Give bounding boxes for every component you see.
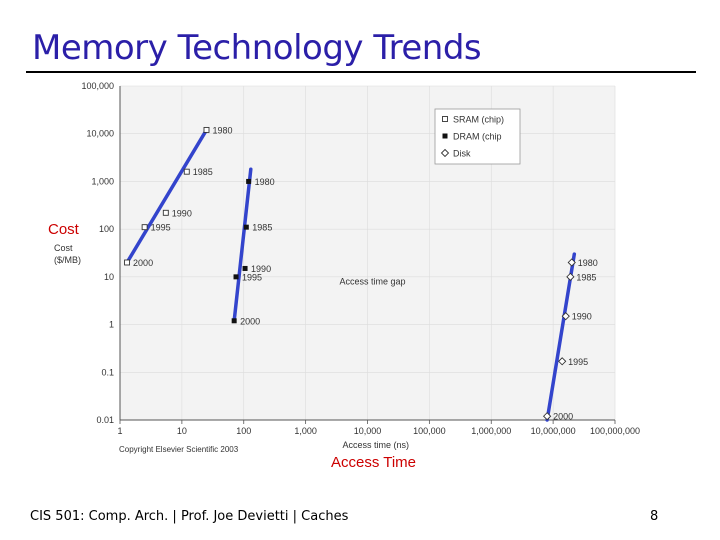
point-label: 1995 [151, 223, 171, 233]
x-tick-label: 1,000,000 [471, 426, 511, 436]
legend-items: SRAM (chip) DRAM (chip Disk [440, 115, 504, 159]
data-points: 1980198519901995200019801985199019952000… [124, 125, 598, 422]
sram-marker [442, 116, 448, 122]
dram-marker [442, 133, 448, 139]
trend-line [125, 128, 209, 265]
legend-entry: Disk [453, 149, 471, 159]
dram-marker [243, 224, 249, 230]
sram-marker [124, 259, 131, 266]
point-label: 1985 [576, 272, 596, 282]
disk-marker [440, 148, 450, 158]
x-tick-label: 10,000,000 [531, 426, 576, 436]
trend-lines [125, 128, 577, 422]
x-axis-title: Access time (ns) [343, 440, 410, 450]
point-label: 2000 [240, 316, 260, 326]
cost-label: Cost [48, 221, 79, 238]
point-label: 1995 [568, 357, 588, 367]
legend-entry: DRAM (chip [453, 132, 502, 142]
dram-marker [231, 318, 237, 324]
legend-box [434, 108, 521, 165]
axes [119, 86, 616, 424]
access-time-label: Access Time [331, 454, 417, 471]
page-number: 8 [650, 509, 659, 524]
title-divider [26, 71, 696, 73]
sram-marker [183, 168, 190, 175]
y-tick-label: 0.01 [96, 415, 114, 425]
disk-marker [558, 357, 567, 366]
x-tick-label: 1,000 [294, 426, 317, 436]
footer-text: CIS 501: Comp. Arch. | Prof. Joe Deviett… [30, 509, 349, 524]
trend-line [232, 167, 253, 323]
point-label: 1985 [193, 167, 213, 177]
point-label: 1980 [212, 125, 232, 135]
point-label: 1980 [578, 258, 598, 268]
x-tick-label: 100 [236, 426, 251, 436]
trend-line [545, 252, 577, 422]
dram-marker [246, 178, 252, 184]
disk-marker [567, 258, 576, 267]
disk-marker [566, 272, 575, 281]
sram-marker [141, 224, 148, 231]
point-label: 2000 [553, 412, 573, 422]
point-label: 2000 [133, 258, 153, 268]
legend-entry: SRAM (chip) [453, 115, 504, 125]
x-tick-label: 100,000,000 [590, 426, 640, 436]
x-tick-label: 10 [177, 426, 187, 436]
y-tick-label: 10 [104, 272, 114, 282]
sram-marker [203, 126, 210, 133]
point-label: 1990 [251, 264, 271, 274]
dram-marker [242, 265, 248, 271]
legend: SRAM (chip) DRAM (chip Disk [434, 108, 521, 165]
slide-title: Memory Technology Trends [32, 28, 482, 68]
y-tick-label: 0.1 [101, 367, 114, 377]
y-tick-label: 10,000 [86, 129, 114, 139]
access-time-gap-annotation: Access time gap [340, 276, 406, 286]
x-tick-label: 100,000 [413, 426, 446, 436]
y-tick-label: 1,000 [91, 176, 114, 186]
y-tick-label: 100 [99, 224, 114, 234]
y-axis-title-line2: ($/MB) [54, 255, 81, 265]
point-label: 1990 [172, 208, 192, 218]
x-tick-label: 1 [117, 426, 122, 436]
copyright-text: Copyright Elsevier Scientific 2003 [119, 445, 239, 454]
sram-marker [162, 209, 169, 216]
x-tick-label: 10,000 [354, 426, 382, 436]
y-tick-label: 1 [109, 320, 114, 330]
disk-marker [542, 412, 552, 421]
point-label: 1995 [242, 272, 262, 282]
y-tick-label: 100,000 [81, 81, 114, 91]
disk-marker [561, 312, 570, 321]
y-axis-title-line1: Cost [54, 243, 73, 253]
point-label: 1990 [572, 312, 592, 322]
point-label: 1985 [252, 223, 272, 233]
point-label: 1980 [255, 177, 275, 187]
dram-marker [233, 274, 239, 280]
